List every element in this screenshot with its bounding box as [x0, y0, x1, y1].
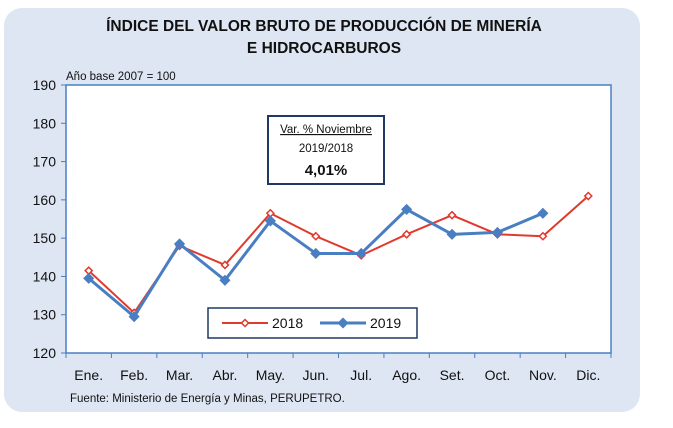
data-point-2019 [83, 272, 95, 284]
data-point-2019 [446, 228, 458, 240]
annotation-label: Var. % Noviembre [280, 124, 372, 136]
x-tick-label: May. [256, 367, 285, 383]
data-point-2019 [401, 203, 413, 215]
y-tick-label: 160 [33, 192, 57, 208]
data-point-2019 [219, 274, 231, 286]
y-tick-label: 120 [33, 345, 57, 361]
chart-title-line-1: ÍNDICE DEL VALOR BRUTO DE PRODUCCIÓN DE … [106, 17, 542, 35]
data-point-2019 [310, 247, 322, 260]
data-point-2019 [173, 238, 186, 250]
y-tick-label: 190 [33, 77, 57, 93]
series-layer [83, 191, 593, 323]
data-point-2019 [128, 311, 140, 323]
source-note: Fuente: Ministerio de Energía y Minas, P… [70, 393, 345, 405]
x-tick-label: Mar. [166, 367, 193, 383]
x-tick-label: Ene. [74, 367, 103, 383]
legend-label-2018: 2018 [272, 315, 303, 331]
x-axis: Ene. Feb. Mar. Abr. May. Jun. Jul. Ago. Set. Oct.… [65, 353, 612, 383]
x-tick-label: Jun. [303, 367, 329, 383]
data-point-2019 [355, 247, 367, 260]
legend-label-2019: 2019 [370, 315, 401, 331]
data-point-2018 [311, 231, 321, 241]
x-tick-label: Feb. [120, 367, 148, 383]
data-point-2018 [447, 210, 457, 220]
y-tick-label: 140 [33, 268, 57, 284]
annotation-value: 4,01% [305, 162, 348, 179]
x-tick-label: Set. [440, 367, 465, 383]
x-tick-label: Oct. [485, 367, 511, 383]
data-point-2018 [538, 231, 548, 241]
legend: 2018 2019 [207, 307, 418, 339]
data-point-2019 [264, 215, 276, 227]
data-point-2019 [537, 207, 549, 219]
y-tick-label: 170 [33, 154, 57, 170]
y-tick-label: 130 [33, 307, 57, 323]
legend-marker-2018 [240, 318, 250, 328]
data-point-2018 [402, 229, 412, 239]
base-year-note: Año base 2007 = 100 [66, 71, 176, 83]
y-tick-label: 150 [33, 230, 57, 246]
x-tick-label: Jul. [350, 367, 372, 383]
legend-marker-2019 [337, 317, 349, 329]
x-tick-label: Abr. [213, 367, 238, 383]
x-tick-label: Dic. [576, 367, 600, 383]
data-point-2019 [491, 226, 504, 238]
x-tick-label: Ago. [392, 367, 421, 383]
annotation-period: 2019/2018 [299, 143, 353, 155]
annotation-box: Var. % Noviembre 2019/2018 4,01% [267, 115, 385, 185]
data-point-2018 [220, 260, 230, 270]
y-tick-label: 180 [33, 115, 57, 131]
x-tick-label: Nov. [529, 367, 557, 383]
data-point-2018 [583, 191, 593, 201]
chart-title-line-2: E HIDROCARBUROS [247, 40, 401, 57]
y-axis: 120 130 140 150 160 170 180 190 [33, 77, 66, 361]
